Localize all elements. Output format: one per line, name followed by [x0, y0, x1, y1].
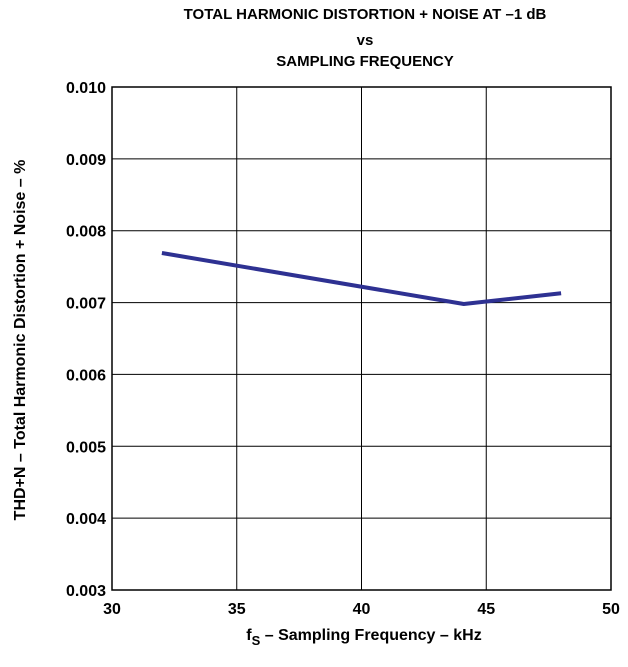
y-tick-label: 0.007	[66, 296, 106, 313]
y-tick-label: 0.006	[66, 367, 106, 384]
x-tick-label: 35	[228, 601, 246, 618]
y-tick-label: 0.004	[66, 511, 106, 528]
x-tick-label: 50	[602, 601, 620, 618]
chart-title-line-3: SAMPLING FREQUENCY	[276, 53, 454, 70]
y-tick-label: 0.005	[66, 439, 106, 456]
x-tick-label: 40	[353, 601, 371, 618]
x-axis-tick-labels: 30 35 40 45 50	[103, 601, 620, 618]
y-tick-label: 0.008	[66, 224, 106, 241]
y-axis-label: THD+N – Total Harmonic Distortion + Nois…	[12, 160, 29, 521]
y-tick-label: 0.010	[66, 80, 106, 97]
series-line-thd-n	[161, 251, 562, 306]
y-axis-tick-labels: 0.003 0.004 0.005 0.006 0.007 0.008 0.009 0.010	[66, 80, 106, 600]
x-tick-label: 45	[477, 601, 495, 618]
grid-lines	[112, 87, 611, 590]
series-layer	[161, 251, 562, 306]
y-tick-label: 0.003	[66, 583, 106, 600]
x-axis-label: fS – Sampling Frequency – kHz	[246, 627, 481, 648]
y-tick-label: 0.009	[66, 152, 106, 169]
chart-title: TOTAL HARMONIC DISTORTION + NOISE AT –1 …	[184, 6, 547, 70]
x-tick-label: 30	[103, 601, 121, 618]
x-axis-label-main: f	[246, 627, 252, 644]
x-axis-label-subscript: S	[252, 633, 261, 648]
x-axis-label-rest: – Sampling Frequency – kHz	[260, 627, 481, 644]
chart-title-line-2: vs	[357, 32, 374, 49]
chart-title-line-1: TOTAL HARMONIC DISTORTION + NOISE AT –1 …	[184, 6, 547, 23]
plot-area-frame	[111, 86, 612, 591]
